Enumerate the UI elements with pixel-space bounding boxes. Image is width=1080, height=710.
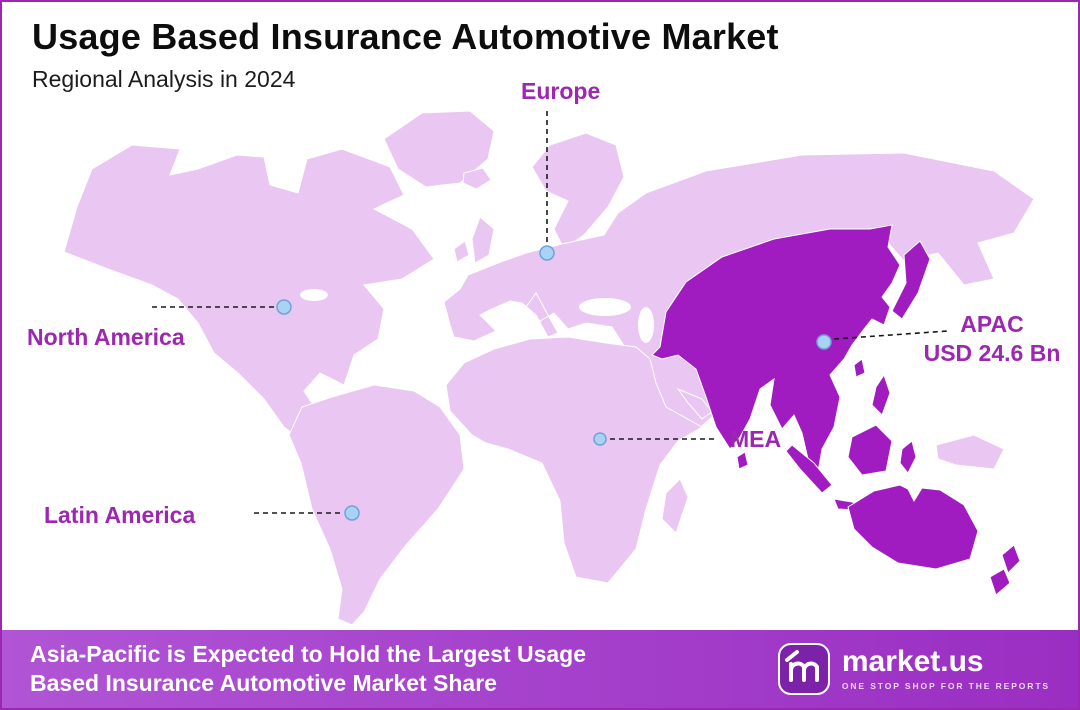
header: Usage Based Insurance Automotive Market …: [32, 16, 779, 93]
page-title: Usage Based Insurance Automotive Market: [32, 16, 779, 57]
marker-north-america: [276, 299, 292, 315]
footer-banner: Asia-Pacific is Expected to Hold the Lar…: [2, 630, 1078, 708]
region-sumatra: [785, 444, 833, 494]
region-sri-lanka: [736, 451, 749, 470]
label-apac-value: USD 24.6 Bn: [923, 339, 1061, 366]
region-greenland: [383, 110, 495, 188]
region-britain: [471, 216, 495, 264]
region-borneo: [847, 424, 893, 476]
marker-latin-america: [344, 505, 360, 521]
region-new-zealand-south: [989, 568, 1011, 596]
label-latin-america: Latin America: [44, 502, 196, 528]
region-japan: [891, 240, 931, 320]
region-south-america: [288, 384, 465, 626]
market-us-logo-icon: [777, 643, 830, 695]
footer-headline: Asia-Pacific is Expected to Hold the Lar…: [30, 640, 586, 698]
region-north-america: [63, 144, 435, 478]
region-new-guinea: [935, 434, 1005, 470]
label-apac-name: APAC: [960, 311, 1024, 337]
region-taiwan: [853, 358, 866, 378]
label-mea: MEA: [730, 426, 782, 452]
brand-name: market.us: [841, 645, 984, 678]
region-scandinavia: [531, 132, 625, 250]
region-group-apac-highlight: [651, 224, 1021, 596]
marker-apac: [816, 334, 832, 350]
region-philippines: [871, 373, 891, 416]
caspian-sea: [638, 307, 654, 343]
region-apac-mainland: [651, 224, 901, 474]
page-subtitle: Regional Analysis in 2024: [32, 66, 296, 92]
footer-headline-line1: Asia-Pacific is Expected to Hold the Lar…: [30, 641, 586, 668]
brand-text: market.us ONE STOP SHOP FOR THE REPORTS: [841, 645, 1050, 692]
region-new-zealand-north: [1001, 544, 1021, 574]
brand-tagline: ONE STOP SHOP FOR THE REPORTS: [841, 681, 1050, 691]
label-north-america: North America: [27, 324, 185, 350]
leader-lines: [152, 111, 949, 521]
region-ireland: [453, 240, 470, 263]
label-europe: Europe: [521, 78, 601, 104]
black-sea: [579, 298, 631, 316]
marker-europe: [539, 245, 555, 261]
great-lakes: [300, 289, 328, 301]
brand-lockup: market.us ONE STOP SHOP FOR THE REPORTS: [777, 643, 1050, 695]
region-iceland: [462, 167, 492, 190]
footer-headline-line2: Based Insurance Automotive Market Share: [30, 670, 497, 696]
region-australia: [847, 484, 979, 570]
world-map: [63, 110, 1035, 626]
region-madagascar: [661, 478, 689, 534]
region-africa: [445, 336, 704, 584]
label-apac: APAC USD 24.6 Bn: [907, 310, 1077, 368]
marker-mea: [593, 432, 607, 446]
region-sulawesi: [899, 440, 917, 474]
leader-line-apac: [833, 330, 949, 340]
